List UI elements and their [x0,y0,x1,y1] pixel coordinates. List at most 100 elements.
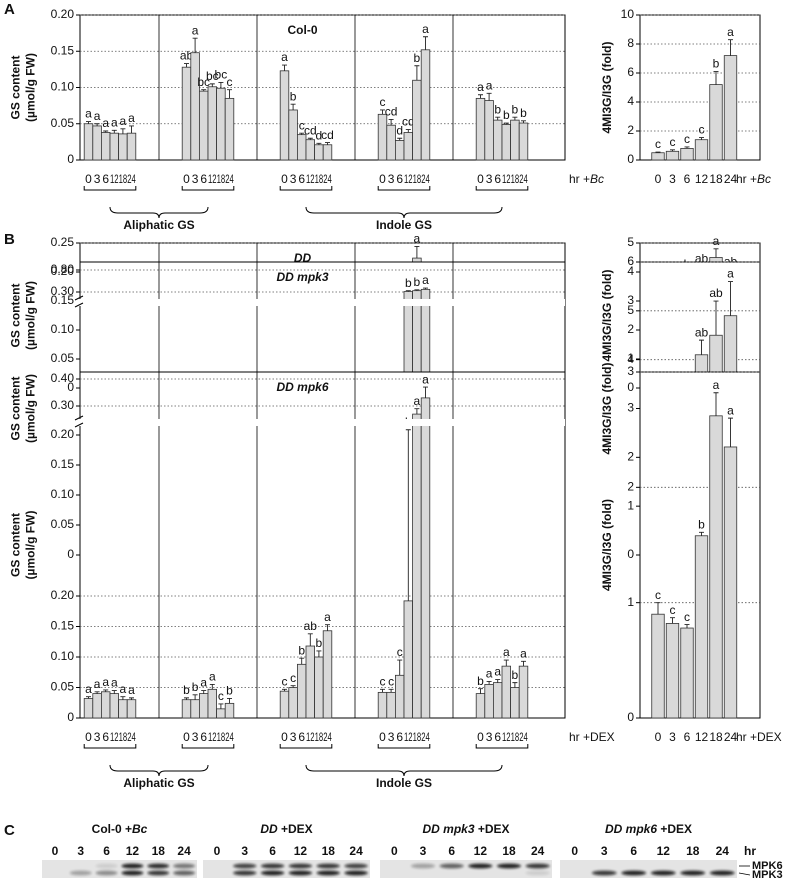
error-bar [129,125,134,134]
x-tick-label: 18 [315,730,324,744]
y-tick-label: 6 [627,254,634,268]
x-tick-label: 6 [102,172,109,186]
error-bar [713,248,719,258]
bar [394,674,405,719]
x-tick-label: 18 [413,172,422,186]
significance-letter: a [727,25,734,39]
error-bar [209,684,215,690]
x-tick-label: 24 [225,730,234,744]
lane-label: 0 [571,844,578,858]
error-bar [495,116,501,121]
error-bar [290,685,296,688]
x-tick-label: 18 [709,172,723,186]
chart-title-part: Col-0 [288,23,318,37]
significance-letter: a [200,676,207,690]
error-bar [423,287,428,290]
error-bar [495,679,501,683]
lane-label: 0 [52,844,59,858]
bar [403,600,414,719]
lane-label: 0 [391,844,398,858]
bar [190,699,200,719]
significance-letter: b [512,668,519,682]
significance-letter: a [486,78,493,92]
bar [651,613,665,719]
blot-title-part: Bc [132,822,148,836]
class-label: Indole GS [376,776,432,790]
y-tick-label: 6 [627,65,634,79]
significance-letter: a [486,667,493,681]
group-bracket [475,744,529,749]
x-tick-label: 24 [323,730,332,744]
significance-letter: ab [709,286,723,300]
error-bar [192,694,198,700]
bar [190,52,200,161]
significance-letter: a [520,646,527,660]
error-bar [699,339,704,355]
y-axis-label: GS content [9,513,23,577]
bar [279,690,290,719]
blot-band [316,863,340,869]
class-brace [109,206,209,219]
bar [101,132,111,161]
panel-label: C [4,822,15,839]
bar [501,665,512,719]
error-bar [184,697,189,700]
chart-title: DD mpk3 [276,270,328,284]
bar [216,708,226,719]
significance-letter: bc [206,69,219,83]
blot-band [316,870,340,876]
blot-band [650,870,676,876]
error-bar [684,624,690,629]
error-bar [503,659,509,667]
blot-band [709,870,735,876]
x-tick-label: 24 [225,172,234,186]
y-tick-label: 0.30 [51,284,75,298]
y-axis-label: (µmol/g FW) [24,374,38,443]
significance-letter: a [111,115,118,129]
x-tick-label: 12 [306,172,315,186]
bar [386,124,396,161]
significance-letter: a [120,114,127,128]
significance-letter: a [324,610,331,624]
x-tick-label: 18 [511,730,520,744]
significance-letter: a [422,22,429,36]
x-tick-label: 24 [724,172,738,186]
blot-band [173,870,195,876]
error-bar [414,289,420,291]
x-tick-label: 3 [94,730,101,744]
x-tick-label: 3 [192,730,199,744]
x-tick-label: 12 [208,730,217,744]
axis-break [75,419,565,426]
panel-label: B [4,231,15,248]
bar [709,84,723,161]
x-tick-label: 6 [494,172,501,186]
error-bar [282,64,287,71]
lane-label: 18 [502,844,516,858]
blot-band [69,870,92,876]
error-bar [397,137,403,141]
significance-letter: a [414,394,421,408]
y-tick-label: 0.20 [51,588,75,602]
significance-letter: a [94,677,101,691]
error-bar [227,89,232,99]
bar [279,70,290,161]
significance-letter: a [111,676,118,690]
bar [126,132,137,161]
error-bar [86,696,91,699]
error-bar [388,688,394,693]
blot-band [147,870,170,876]
lane-label: 12 [657,844,671,858]
lane-label: 24 [349,844,363,858]
error-bar [120,696,126,700]
error-bar [209,83,215,87]
bar [296,134,307,161]
bar [322,144,333,161]
significance-letter: c [282,675,288,689]
error-bar [380,109,385,115]
significance-letter: a [209,670,216,684]
y-tick-label: 0 [67,380,74,394]
axis-break-mark [74,415,84,428]
error-bar [192,37,198,53]
x-tick-label: 12 [695,172,709,186]
blot-title: DD mpk3 +DEX [422,822,509,836]
